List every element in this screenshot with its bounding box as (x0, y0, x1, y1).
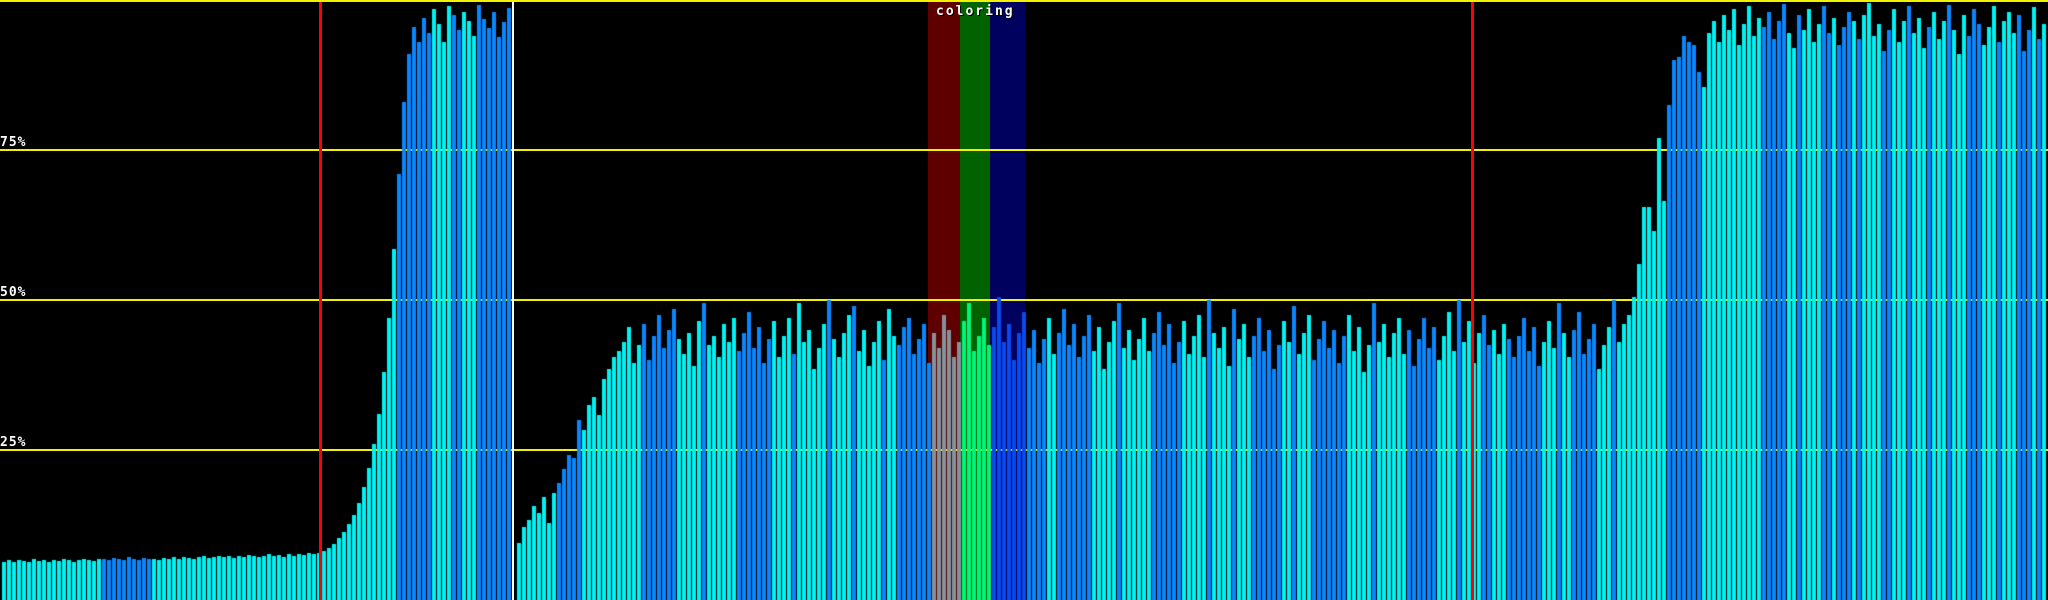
red-marker-line-2 (1471, 0, 1474, 600)
red-marker-line-1 (319, 0, 322, 600)
top-gridline-100pct (0, 0, 2048, 2)
ytick-25pct: 25% (0, 435, 27, 450)
coloring-overlay-label: coloring (936, 4, 1015, 19)
ytick-75pct: 75% (0, 135, 27, 150)
ytick-50pct: 50% (0, 285, 27, 300)
section-divider-line (512, 0, 514, 600)
